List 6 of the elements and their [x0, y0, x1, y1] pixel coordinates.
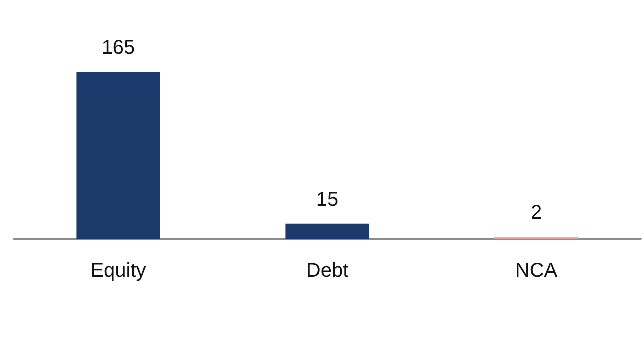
- x-tick-label: Debt: [306, 260, 350, 282]
- data-label: 2: [530, 202, 542, 224]
- x-tick-label: Equity: [90, 260, 146, 282]
- x-tick-label: NCA: [515, 260, 558, 282]
- data-label: 165: [102, 37, 136, 60]
- data-label: 15: [316, 188, 339, 211]
